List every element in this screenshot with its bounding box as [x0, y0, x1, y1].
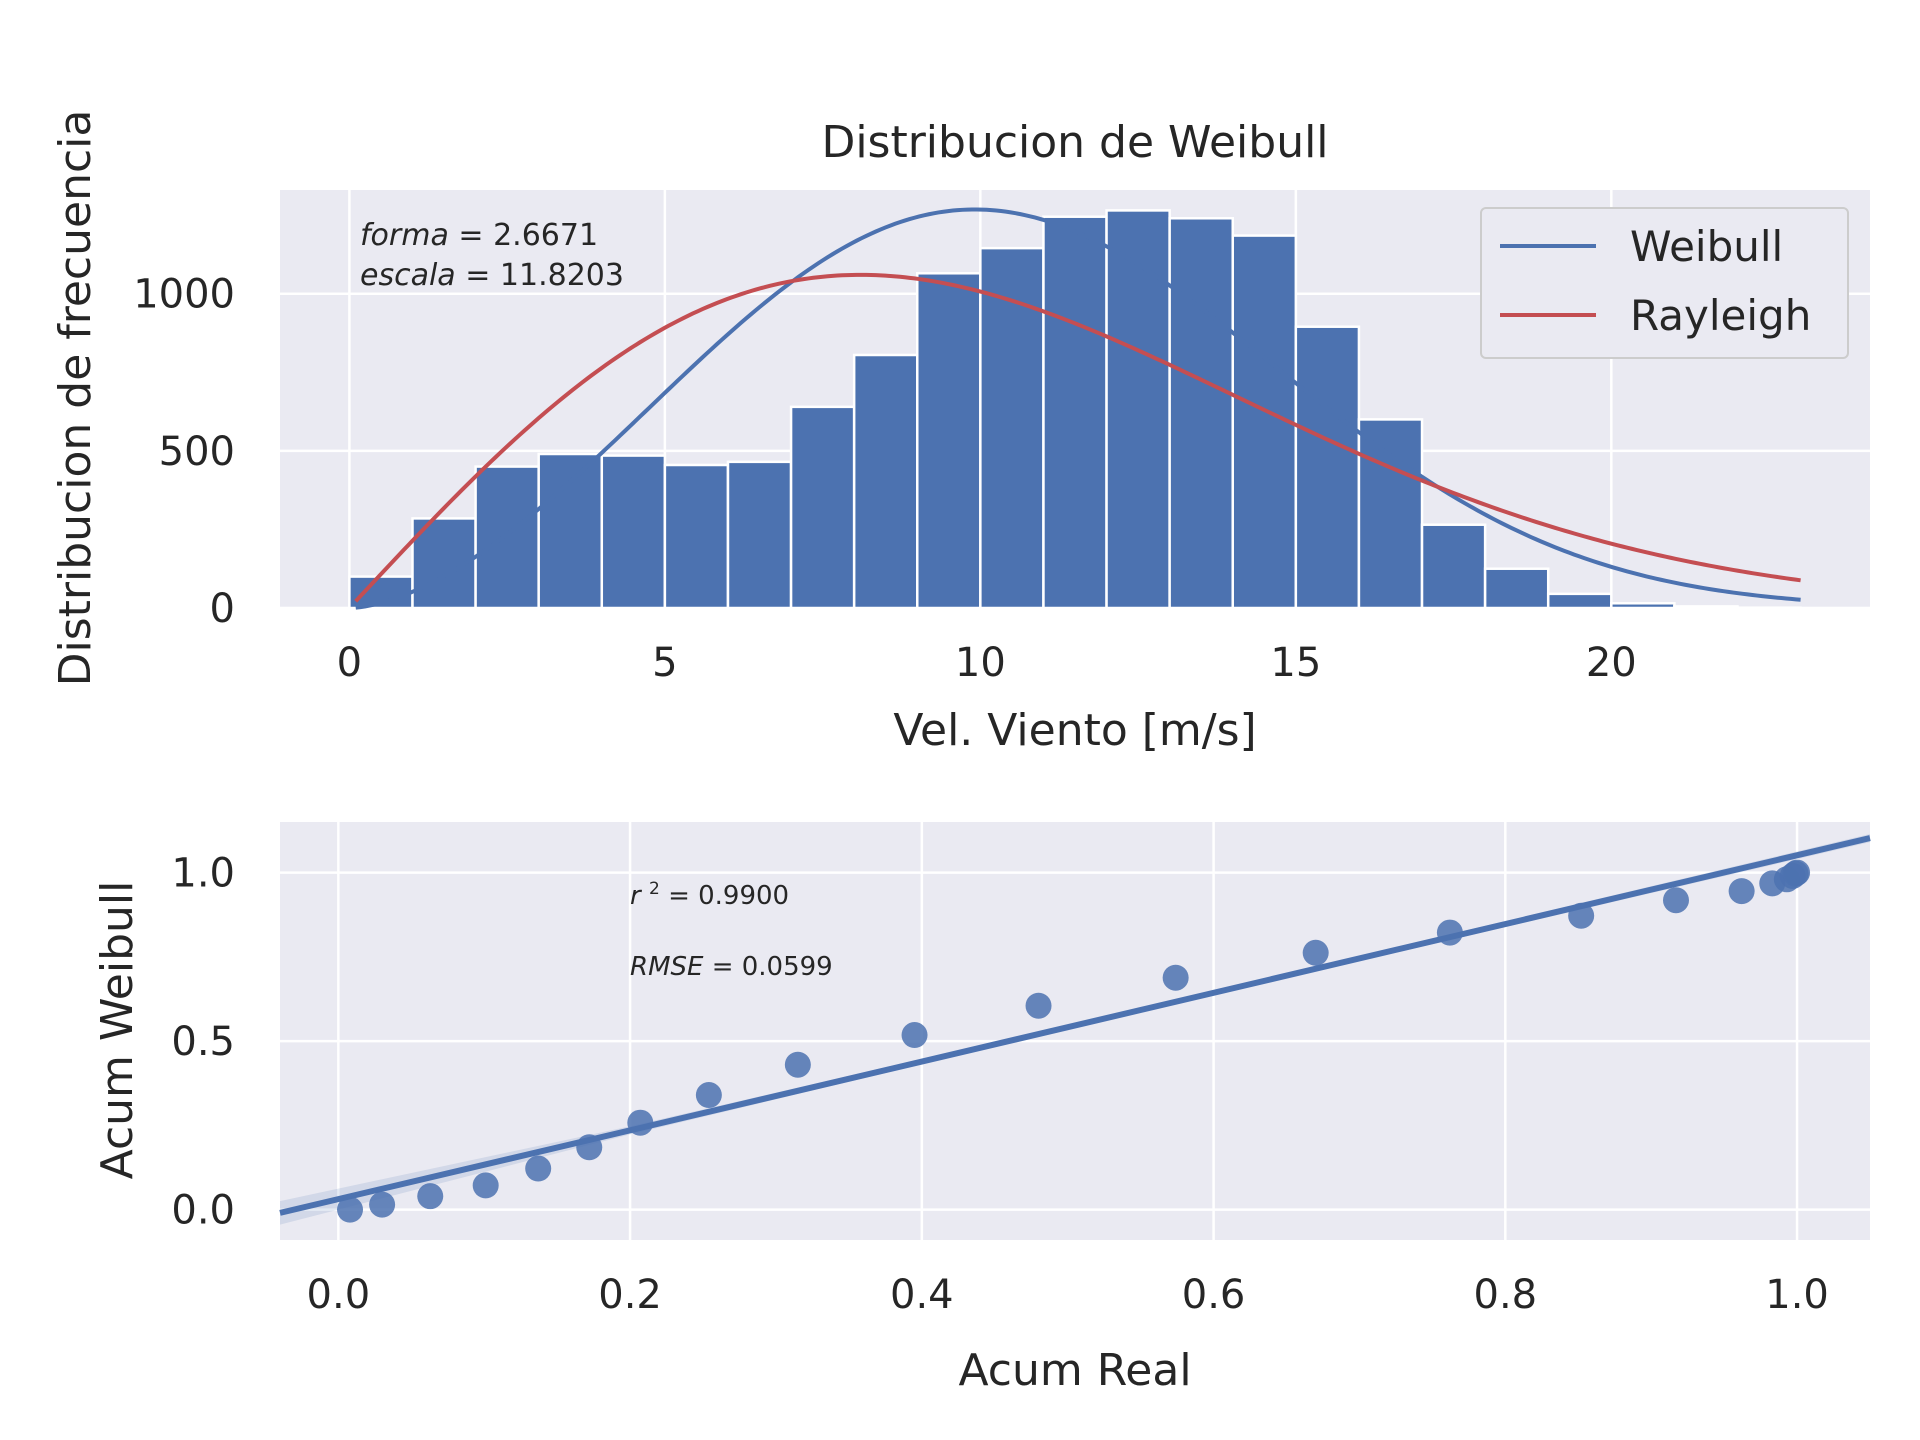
histogram-x-tick-label: 0 [337, 640, 362, 686]
histogram-x-tick-label: 15 [1270, 640, 1321, 686]
scatter-point [1436, 919, 1463, 946]
scatter-point [695, 1082, 722, 1109]
histogram-bar [1483, 567, 1550, 610]
scale-parameter-value: = 11.8203 [465, 258, 624, 293]
scatter-point [337, 1196, 364, 1223]
histogram-x-tick-label: 10 [955, 640, 1006, 686]
scatter-point [472, 1172, 499, 1199]
scatter-x-axis-label: Acum Real [958, 1345, 1191, 1396]
scatter-x-tick-label: 0.6 [1182, 1272, 1246, 1318]
histogram-y-tick-label: 0 [210, 586, 235, 632]
scatter-y-tick-label: 1.0 [171, 851, 235, 897]
shape-parameter-name: forma [360, 218, 449, 253]
scatter-point [784, 1051, 811, 1078]
r-squared-name: r [630, 881, 643, 911]
scatter-point [1662, 887, 1689, 914]
histogram-y-ticks: 0 500 1000 [133, 272, 235, 632]
histogram-x-axis-label: Vel. Viento [m/s] [893, 705, 1256, 756]
histogram-bar [663, 463, 730, 610]
histogram-x-tick-label: 20 [1586, 640, 1637, 686]
histogram-chart: 0 5 10 15 20 0 500 1000 Distribucion de Weibul… [50, 110, 1870, 756]
histogram-y-axis-label: Distribucion de frecuencia [50, 110, 101, 687]
histogram-y-tick-label: 500 [159, 429, 235, 475]
scatter-plot-area [280, 822, 1870, 1240]
scatter-x-tick-label: 0.8 [1474, 1272, 1538, 1318]
scatter-fit [279, 834, 1871, 1225]
histogram-y-tick-label: 1000 [133, 272, 235, 318]
scatter-x-tick-label: 0.0 [307, 1272, 371, 1318]
histogram-bar [1168, 217, 1234, 610]
rmse-name: RMSE [630, 952, 704, 982]
histogram-x-tick-label: 5 [652, 640, 677, 686]
histogram-bar [1610, 602, 1676, 610]
fit-line [279, 835, 1871, 1216]
histogram-bar [1105, 209, 1171, 610]
histogram-x-ticks: 0 5 10 15 20 [337, 640, 1637, 686]
scatter-y-axis-label: Acum Weibull [92, 881, 143, 1180]
scatter-x-tick-label: 0.2 [598, 1272, 662, 1318]
scatter-annotation: r 2 = 0.9900 RMSE = 0.0599 [630, 871, 833, 982]
legend-weibull-label: Weibull [1630, 222, 1783, 271]
legend-rayleigh-label: Rayleigh [1630, 291, 1811, 340]
scatter-point [369, 1191, 396, 1218]
histogram-title: Distribucion de Weibull [821, 117, 1328, 168]
scatter-point [1302, 939, 1329, 966]
scatter-point [1728, 878, 1755, 905]
scatter-points [337, 859, 1811, 1223]
scale-parameter-name: escala [360, 258, 456, 293]
histogram-bar [1546, 592, 1613, 610]
scatter-x-tick-label: 0.4 [890, 1272, 954, 1318]
legend: Weibull Rayleigh [1480, 207, 1849, 359]
histogram-bar [1357, 418, 1424, 610]
histogram-bar [1420, 523, 1487, 610]
histogram-bar [474, 465, 540, 610]
rmse-label: RMSE = 0.0599 [630, 952, 833, 982]
scatter-point [417, 1183, 444, 1210]
scatter-point [1025, 992, 1052, 1019]
histogram-annotation: forma = 2.6671 escala = 11.8203 [360, 218, 624, 293]
weibull-curve [355, 207, 1801, 610]
rmse-value: = 0.0599 [712, 952, 833, 982]
histogram-bar [852, 353, 919, 610]
scatter-point [576, 1134, 603, 1161]
histogram-bar [916, 272, 982, 610]
scatter-point [1784, 859, 1811, 886]
shape-parameter-label: forma = 2.6671 [360, 218, 598, 253]
scatter-point [1568, 902, 1595, 929]
histogram-bar [1294, 325, 1361, 610]
r-squared-label: r 2 = 0.9900 [630, 871, 789, 911]
scatter-chart: 0.0 0.2 0.4 0.6 0.8 1.0 0.0 0.5 1.0 Acum Real A… [92, 822, 1871, 1396]
scatter-point [627, 1109, 654, 1136]
scatter-y-tick-label: 0.5 [171, 1019, 235, 1065]
scatter-y-ticks: 0.0 0.5 1.0 [171, 851, 235, 1234]
scatter-point [901, 1022, 928, 1049]
histogram-bars [348, 209, 1802, 610]
histogram-bar [1673, 605, 1739, 610]
scale-parameter-label: escala = 11.8203 [360, 258, 624, 293]
scatter-grid [280, 822, 1870, 1240]
r-squared-exponent: 2 [649, 879, 660, 899]
scatter-point [525, 1155, 552, 1182]
scatter-y-tick-label: 0.0 [171, 1188, 235, 1234]
scatter-x-ticks: 0.0 0.2 0.4 0.6 0.8 1.0 [307, 1272, 1829, 1318]
histogram-bar [726, 460, 793, 610]
shape-parameter-value: = 2.6671 [458, 218, 598, 253]
scatter-point [1162, 964, 1189, 991]
histogram-bar [600, 454, 667, 610]
rayleigh-curve [354, 272, 1801, 603]
histogram-curves [354, 207, 1801, 610]
histogram-bar [1042, 215, 1108, 610]
histogram-bar [789, 405, 856, 610]
r-squared-value: = 0.9900 [668, 881, 789, 911]
histogram-bar [537, 452, 604, 610]
scatter-x-tick-label: 1.0 [1765, 1272, 1829, 1318]
